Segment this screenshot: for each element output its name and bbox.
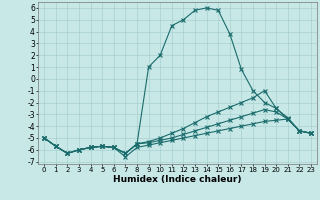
X-axis label: Humidex (Indice chaleur): Humidex (Indice chaleur)	[113, 175, 242, 184]
